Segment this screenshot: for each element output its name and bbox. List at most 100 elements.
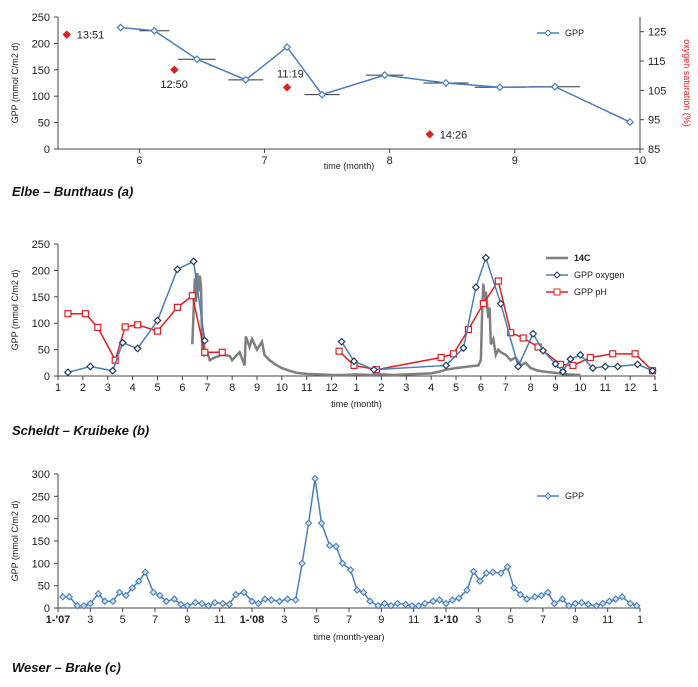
gpp-oxygen-point xyxy=(514,362,523,371)
gpp-point xyxy=(442,599,450,608)
gpp-oxygen-point xyxy=(471,283,480,292)
gpp-point xyxy=(80,601,88,610)
x-tick-label: 10 xyxy=(574,382,586,394)
x-tick-label: 11 xyxy=(214,614,225,626)
gpp-point xyxy=(550,82,559,91)
x-tick-label: 5 xyxy=(154,382,160,394)
gpp-point xyxy=(261,595,269,603)
gpp-point xyxy=(387,601,395,610)
gpp-point xyxy=(544,588,552,597)
gpp-point xyxy=(150,26,159,35)
gpp-ph-point xyxy=(121,323,129,331)
legend-marker-ph xyxy=(553,288,561,296)
x-tick-label: 3 xyxy=(281,614,287,626)
gpp-point xyxy=(240,588,248,597)
y-tick-label: 0 xyxy=(44,144,50,156)
legend-marker-gpp xyxy=(544,29,552,37)
x-axis-label: time (month) xyxy=(331,399,382,409)
gpp-oxygen-point xyxy=(349,357,359,366)
x-tick-label: 3 xyxy=(403,382,409,394)
gpp-point xyxy=(254,599,263,608)
gpp-point xyxy=(393,599,402,608)
gpp-point xyxy=(558,595,567,603)
y-tick-label: 50 xyxy=(38,345,50,357)
y2-tick-label: 125 xyxy=(648,27,666,39)
gpp-oxygen-point xyxy=(200,336,209,345)
x-tick-label: 9 xyxy=(254,382,260,394)
y2-axis-label: oxygen saturation (%) xyxy=(682,39,692,127)
gpp-oxygen-point xyxy=(566,355,575,364)
y2-tick-label: 105 xyxy=(648,85,666,97)
gpp-point xyxy=(65,593,74,601)
x-tick-label: 1-'07 xyxy=(46,614,71,626)
gpp-ph-point xyxy=(609,350,617,358)
gpp-point xyxy=(625,118,635,127)
gpp-point xyxy=(282,43,292,52)
gpp-ph-point xyxy=(569,361,577,370)
y-tick-label: 200 xyxy=(32,265,50,277)
gpp-point xyxy=(482,569,491,577)
gpp-ph-point xyxy=(153,327,162,335)
gpp-oxygen-point xyxy=(86,362,95,371)
x-tick-label: 7 xyxy=(503,382,509,394)
gpp-point xyxy=(510,584,518,592)
gpp-oxygen-point xyxy=(153,316,162,325)
legend-label-gpp: GPP xyxy=(565,28,584,38)
gpp-oxygen-point xyxy=(539,346,548,355)
gpp-point xyxy=(401,600,410,609)
gpp-oxygen-point xyxy=(576,350,585,359)
caption-a: Elbe – Bunthaus (a) xyxy=(12,184,134,199)
gpp-point xyxy=(267,596,276,604)
gpp-point xyxy=(516,590,525,599)
y-tick-label: 300 xyxy=(32,469,50,481)
gpp-oxygen-point xyxy=(133,344,142,353)
legend-label-c14: 14C xyxy=(574,253,591,263)
x-tick-label: 8 xyxy=(229,382,235,394)
gpp-point xyxy=(94,589,103,598)
gpp-ph-point xyxy=(188,292,196,300)
gpp-point xyxy=(317,519,326,527)
gpp-point xyxy=(122,591,130,600)
gpp-ph-point xyxy=(507,329,515,337)
gpp-point xyxy=(599,599,607,608)
gpp-point xyxy=(441,78,451,88)
x-tick-label: 8 xyxy=(387,155,393,167)
x-tick-label: 1-'10 xyxy=(434,614,459,626)
x-tick-label: 3 xyxy=(105,382,111,394)
gpp-ph-point xyxy=(631,350,639,358)
gpp-point xyxy=(435,596,444,604)
gpp-point xyxy=(611,595,620,603)
gpp-oxygen-point xyxy=(63,368,72,377)
gpp-point xyxy=(191,598,200,607)
gpp-point xyxy=(578,598,586,607)
gpp-point xyxy=(232,590,240,599)
gpp-point xyxy=(537,591,546,600)
x-tick-label: 1-'08 xyxy=(240,614,265,626)
gpp-point xyxy=(414,601,423,610)
gpp-point xyxy=(366,597,374,606)
gpp-point xyxy=(149,588,158,597)
gpp-oxygen-point xyxy=(558,367,568,376)
y-tick-label: 100 xyxy=(32,558,50,570)
y-tick-label: 50 xyxy=(38,581,50,593)
gpp-ph-point xyxy=(519,334,527,342)
gpp-point xyxy=(283,595,292,603)
gpp-point xyxy=(503,563,512,571)
gpp-oxygen-point xyxy=(108,366,117,375)
gpp-point xyxy=(115,588,124,597)
gpp-ph-point xyxy=(94,323,102,332)
gpp-point xyxy=(346,566,355,574)
x-tick-label: 12 xyxy=(326,382,338,394)
x-tick-label: 4 xyxy=(428,382,434,394)
x-tick-label: 1 xyxy=(637,614,643,626)
gpp-point xyxy=(304,519,313,527)
y-tick-label: 250 xyxy=(32,12,50,24)
x-tick-label: 1 xyxy=(353,382,359,394)
legend-label-ph: GPP pH xyxy=(574,287,607,297)
legend-marker-oxygen xyxy=(553,271,561,279)
x-tick-label: 6 xyxy=(478,382,484,394)
x-tick-label: 11 xyxy=(301,382,312,394)
gpp-oxygen-point xyxy=(588,364,597,373)
y-tick-label: 50 xyxy=(38,118,50,130)
